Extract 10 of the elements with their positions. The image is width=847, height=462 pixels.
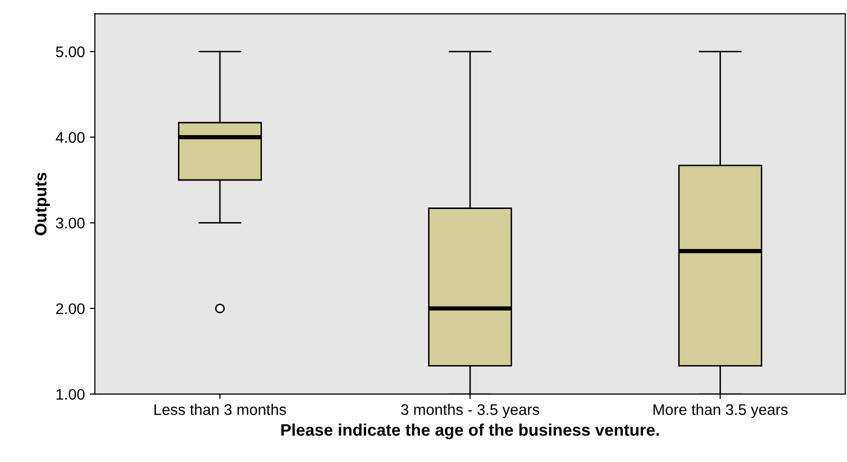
y-tick-label: 2.00 bbox=[56, 303, 85, 314]
y-tick-label: 5.00 bbox=[56, 46, 85, 58]
x-tick-label: More than 3.5 years bbox=[654, 404, 788, 418]
x-axis-title: Please indicate the age of the business venture. bbox=[281, 424, 659, 440]
y-axis-title: Outputs bbox=[34, 172, 50, 236]
y-tick-label: 3.00 bbox=[56, 218, 85, 228]
x-tick-label: Less than 3 months bbox=[154, 404, 286, 416]
x-tick-label: 3 months - 3.5 years bbox=[401, 404, 540, 418]
y-tick-label: 1.00 bbox=[56, 388, 85, 400]
y-tick-label: 4.00 bbox=[56, 132, 85, 143]
